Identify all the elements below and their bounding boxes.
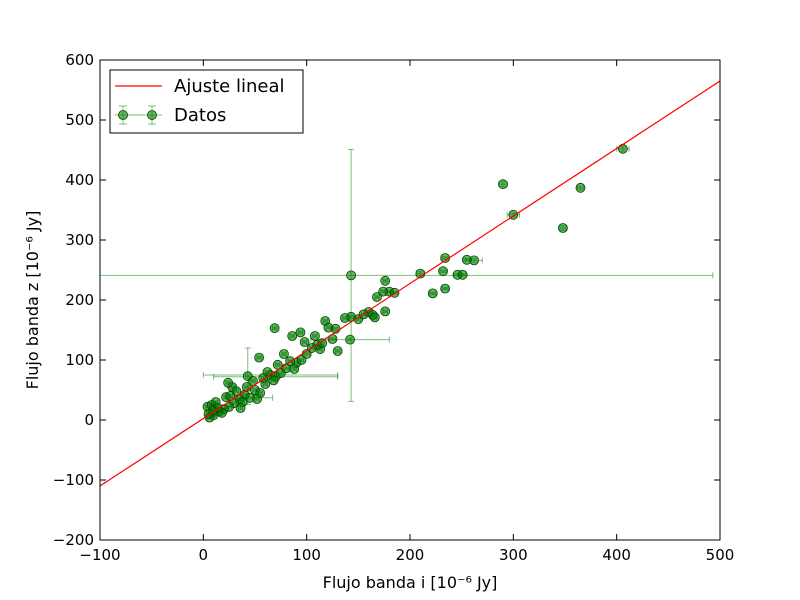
legend-errorbar-swatch: [115, 105, 162, 125]
x-axis-label: Flujo banda i [10⁻⁶ Jy]: [323, 573, 498, 592]
x-tick-label: 200: [396, 546, 425, 564]
data-point-marker: [427, 288, 438, 299]
legend-label-data: Datos: [174, 105, 226, 126]
y-tick-label: 200: [65, 291, 94, 309]
data-point-marker: [252, 394, 262, 404]
y-tick-label: −200: [53, 531, 94, 549]
x-axis-ticks: −100 0 100 200 300 400 500: [79, 60, 734, 564]
fit-line: [100, 80, 720, 487]
data-point-marker: [575, 182, 586, 193]
data-point-marker: [289, 364, 300, 374]
data-point-marker: [295, 327, 306, 338]
data-point-marker: [380, 306, 391, 317]
data-point-marker: [369, 312, 380, 323]
data-point-marker: [380, 275, 391, 286]
y-tick-label: 300: [65, 231, 94, 249]
fit-line-layer: [100, 80, 720, 487]
data-point-marker: [558, 223, 568, 233]
x-tick-label: 300: [499, 546, 528, 564]
data-point-marker: [287, 331, 298, 341]
data-point-marker: [378, 286, 389, 297]
y-tick-label: 400: [65, 171, 94, 189]
data-point-marker: [269, 323, 280, 334]
data-point-marker: [310, 331, 320, 341]
data-point-marker: [296, 355, 307, 365]
y-axis-label: Flujo banda z [10⁻⁶ Jy]: [23, 211, 42, 390]
data-point-marker: [345, 334, 355, 345]
data-point-marker: [275, 368, 286, 379]
legend: Ajuste lineal Datos: [109, 69, 304, 134]
data-point-marker: [268, 375, 279, 386]
data-point-marker: [279, 349, 289, 359]
x-tick-label: 100: [292, 546, 321, 564]
data-point-marker: [339, 313, 350, 323]
data-point-marker: [440, 283, 451, 294]
data-point-marker: [223, 377, 234, 388]
data-point-marker: [617, 143, 628, 154]
y-tick-label: 0: [84, 411, 94, 429]
data-point-marker: [299, 337, 310, 347]
data-point-marker: [346, 270, 357, 281]
y-tick-label: 600: [65, 51, 94, 69]
legend-box: [109, 69, 304, 134]
data-point-marker: [457, 269, 468, 280]
y-tick-label: −100: [53, 471, 94, 489]
data-point-marker: [332, 346, 343, 356]
data-point-marker: [235, 403, 246, 413]
y-tick-label: 500: [65, 111, 94, 129]
data-point-marker: [254, 352, 265, 363]
plot-area: [100, 60, 720, 540]
x-tick-label: −100: [79, 546, 120, 564]
data-point-marker: [372, 292, 382, 302]
legend-label-fit: Ajuste lineal: [174, 76, 284, 97]
x-tick-label: 400: [602, 546, 631, 564]
data-point-marker: [461, 254, 472, 265]
x-tick-label: 500: [706, 546, 735, 564]
data-point-marker: [498, 179, 508, 190]
x-tick-label: 0: [199, 546, 209, 564]
y-tick-label: 100: [65, 351, 94, 369]
y-axis-ticks: −200 −100 0 100 200 300 400 500 600: [53, 51, 720, 549]
data-point-marker: [438, 266, 448, 277]
